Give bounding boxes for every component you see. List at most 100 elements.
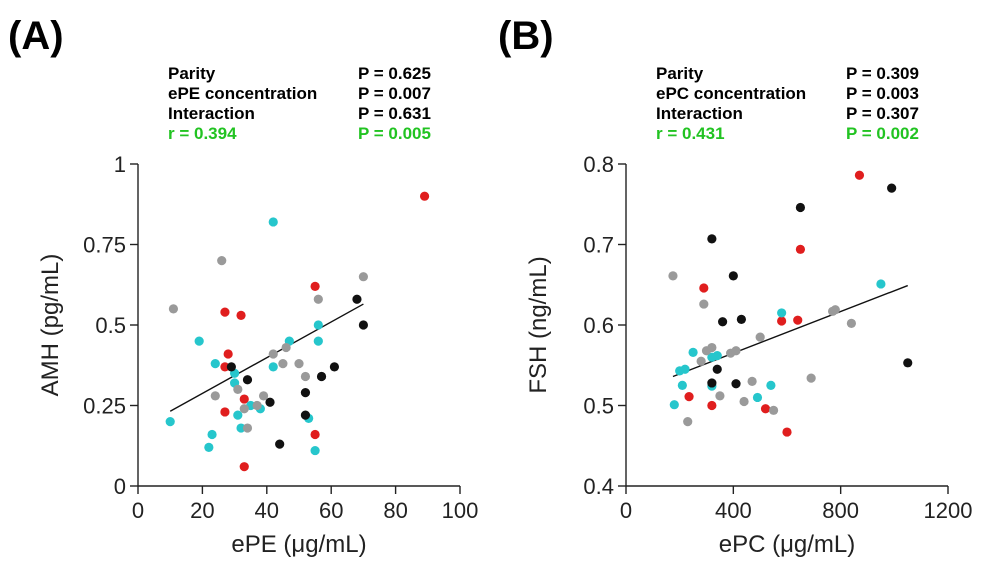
y-tick-label: 0.8 [583,152,614,177]
data-point-cyan [194,336,204,346]
stats-block: Parity P = 0.625 ePE concentration P = 0… [168,64,448,144]
x-tick-label: 800 [822,498,859,523]
data-point-red [220,307,230,317]
data-point-gray [217,256,227,266]
data-point-cyan [165,417,175,427]
data-point-red [220,407,230,417]
stats-row-parity: Parity P = 0.309 [656,64,946,84]
data-point-red [707,400,717,411]
data-point-cyan [777,308,787,318]
y-tick-label: 0.4 [583,474,614,499]
data-point-gray [210,391,220,401]
regression-line [169,303,364,412]
data-point-black [903,358,913,368]
stats-row-correlation: r = 0.394 P = 0.005 [168,124,448,144]
stats-row-concentration: ePC concentration P = 0.003 [656,84,946,104]
data-point-cyan [688,347,698,357]
data-point-gray [281,342,291,353]
data-point-gray [233,384,243,394]
stats-row-concentration: ePE concentration P = 0.007 [168,84,448,104]
data-point-gray [715,391,725,401]
data-point-cyan [677,380,687,390]
stats-p-value: P = 0.307 [846,104,919,123]
stats-p-value: P = 0.003 [846,84,919,103]
regression-line [672,284,909,378]
data-point-gray [239,404,249,414]
data-point-black [712,364,722,374]
data-point-black [358,320,368,330]
data-point-red [699,283,709,293]
panel-letter: (A) [8,14,64,58]
panel-b: (B) Parity P = 0.309 ePC concentration P… [490,0,980,561]
data-point-gray [313,294,323,304]
data-point-gray [739,396,749,407]
y-tick-label: 0.25 [83,394,126,419]
stats-p-value: P = 0.002 [846,124,919,143]
data-point-cyan [752,392,763,403]
y-tick-label: 0.75 [83,233,126,258]
x-tick-label: 40 [255,498,279,523]
data-point-gray [747,376,757,386]
data-point-gray [278,359,288,369]
stats-label: ePE concentration [168,84,318,103]
data-point-gray [828,306,838,316]
x-tick-label: 80 [383,498,407,523]
data-point-gray [806,373,816,383]
data-point-gray [707,342,717,353]
data-point-red [782,427,792,437]
y-axis-title: AMH (pg/mL) [37,254,64,397]
stats-p-value: P = 0.625 [358,64,431,83]
data-point-cyan [210,359,220,369]
data-point-black [265,397,275,407]
data-point-gray [683,417,693,427]
data-point-black [275,439,285,449]
data-point-red [239,394,249,404]
x-axis-title: ePE (μg/mL) [231,531,366,558]
x-axis-title: ePC (μg/mL) [719,531,856,558]
data-point-red [777,316,787,326]
stats-p-value: P = 0.005 [358,124,431,143]
stats-block: Parity P = 0.309 ePC concentration P = 0… [656,64,946,144]
data-point-cyan [233,410,243,420]
data-point-red [236,310,246,320]
stats-label: Interaction [168,104,255,123]
data-point-gray [242,423,253,433]
y-tick-label: 0.5 [583,394,614,419]
data-point-gray [768,405,779,415]
data-point-cyan [313,320,323,330]
data-point-black [300,388,311,398]
data-point-red [239,462,249,472]
y-tick-label: 1 [114,152,126,177]
data-point-gray [268,349,278,359]
data-point-black [352,294,362,304]
data-point-cyan [268,362,278,372]
y-tick-label: 0.6 [583,313,614,338]
stats-row-interaction: Interaction P = 0.307 [656,104,946,124]
data-point-gray [168,304,179,314]
data-point-gray [696,356,706,366]
data-point-gray [358,272,368,282]
data-point-black [887,183,897,193]
y-axis-title: FSH (ng/mL) [525,256,552,393]
data-point-red [419,191,430,201]
data-point-red [310,281,320,291]
data-point-gray [699,299,709,309]
data-point-red [223,349,233,359]
data-point-black [718,317,728,327]
panel-a: (A) Parity P = 0.625 ePE concentration P… [0,0,490,561]
data-point-cyan [766,380,776,390]
data-point-black [795,202,806,213]
x-tick-label: 0 [620,498,632,523]
stats-label: r = 0.431 [656,124,725,143]
data-point-black [731,379,741,389]
stats-row-correlation: r = 0.431 P = 0.002 [656,124,946,144]
data-point-cyan [236,423,246,433]
stats-p-value: P = 0.007 [358,84,431,103]
data-point-gray [846,318,856,328]
data-point-black [316,371,327,382]
data-point-gray [668,271,678,281]
stats-label: Parity [656,64,704,83]
stats-label: Parity [168,64,216,83]
data-point-red [795,244,806,254]
stats-label: ePC concentration [656,84,807,103]
